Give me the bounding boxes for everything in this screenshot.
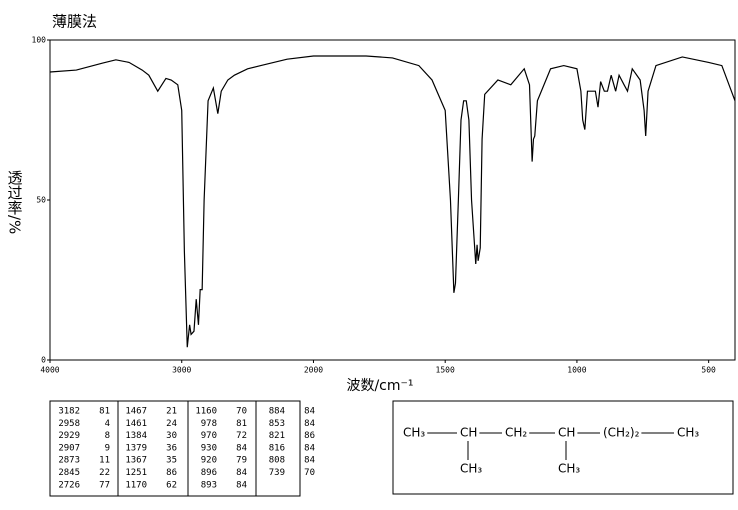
peak-wavenumber: 3182 <box>58 407 80 417</box>
x-tick-label: 500 <box>701 366 716 375</box>
peak-wavenumber: 978 <box>201 419 217 429</box>
x-axis-label: 波数/cm⁻¹ <box>346 378 413 394</box>
peak-transmittance: 84 <box>304 456 315 466</box>
peak-wavenumber: 1160 <box>195 407 217 417</box>
x-tick-label: 1000 <box>567 366 586 375</box>
peak-wavenumber: 2726 <box>58 480 80 490</box>
peak-wavenumber: 2929 <box>58 431 80 441</box>
x-tick-label: 1500 <box>436 366 455 375</box>
peak-transmittance: 84 <box>236 468 247 478</box>
peak-wavenumber: 1251 <box>125 468 147 478</box>
structure-branch: CH₃ <box>558 462 580 476</box>
peak-transmittance: 84 <box>236 443 247 453</box>
peak-transmittance: 22 <box>99 468 110 478</box>
peak-transmittance: 70 <box>304 468 315 478</box>
peak-transmittance: 86 <box>304 431 315 441</box>
structure-group: CH₃ <box>403 426 425 440</box>
peak-transmittance: 84 <box>304 407 315 417</box>
peak-wavenumber: 2907 <box>58 443 80 453</box>
y-axis-label: 透过率/% <box>6 170 24 234</box>
structure-branch: CH₃ <box>460 462 482 476</box>
peak-table-box <box>49 400 301 497</box>
chart-title: 薄膜法 <box>52 13 97 31</box>
peak-transmittance: 35 <box>166 456 177 466</box>
peak-transmittance: 24 <box>166 419 177 429</box>
spectrum-line <box>49 55 736 348</box>
peak-wavenumber: 893 <box>201 480 217 490</box>
peak-transmittance: 70 <box>236 407 247 417</box>
peak-wavenumber: 821 <box>269 431 285 441</box>
peak-wavenumber: 970 <box>201 431 217 441</box>
peak-wavenumber: 816 <box>269 443 285 453</box>
peak-transmittance: 81 <box>236 419 247 429</box>
peak-transmittance: 81 <box>99 407 110 417</box>
peak-transmittance: 84 <box>304 419 315 429</box>
peak-wavenumber: 2873 <box>58 456 80 466</box>
peak-transmittance: 79 <box>236 456 247 466</box>
peak-wavenumber: 739 <box>269 468 285 478</box>
structure-group: (CH₂)₂ <box>603 426 640 440</box>
structure-box <box>392 400 734 495</box>
peak-wavenumber: 808 <box>269 456 285 466</box>
peak-transmittance: 86 <box>166 468 177 478</box>
structure-group: CH₂ <box>505 426 527 440</box>
peak-transmittance: 9 <box>105 443 110 453</box>
peak-wavenumber: 1379 <box>125 443 147 453</box>
structure-group: CH <box>460 426 477 440</box>
peak-transmittance: 84 <box>236 480 247 490</box>
peak-wavenumber: 1367 <box>125 456 147 466</box>
peak-wavenumber: 1467 <box>125 407 147 417</box>
peak-wavenumber: 930 <box>201 443 217 453</box>
peak-wavenumber: 920 <box>201 456 217 466</box>
y-tick-label: 50 <box>36 196 46 205</box>
y-tick-label: 0 <box>41 356 46 365</box>
x-tick-label: 2000 <box>304 366 323 375</box>
peak-transmittance: 21 <box>166 407 177 417</box>
peak-wavenumber: 1461 <box>125 419 147 429</box>
x-tick-label: 4000 <box>40 366 59 375</box>
peak-transmittance: 11 <box>99 456 110 466</box>
peak-wavenumber: 2845 <box>58 468 80 478</box>
peak-transmittance: 62 <box>166 480 177 490</box>
peak-transmittance: 36 <box>166 443 177 453</box>
peak-transmittance: 77 <box>99 480 110 490</box>
peak-wavenumber: 1170 <box>125 480 147 490</box>
peak-wavenumber: 896 <box>201 468 217 478</box>
peak-transmittance: 72 <box>236 431 247 441</box>
peak-wavenumber: 1384 <box>125 431 147 441</box>
y-tick-label: 100 <box>32 36 47 45</box>
peak-transmittance: 8 <box>105 431 110 441</box>
peak-wavenumber: 2958 <box>58 419 80 429</box>
peak-transmittance: 4 <box>105 419 110 429</box>
peak-transmittance: 30 <box>166 431 177 441</box>
structure-group: CH <box>558 426 575 440</box>
peak-wavenumber: 853 <box>269 419 285 429</box>
plot-frame <box>49 39 736 361</box>
peak-transmittance: 84 <box>304 443 315 453</box>
x-tick-label: 3000 <box>172 366 191 375</box>
structure-group: CH₃ <box>677 426 699 440</box>
peak-wavenumber: 884 <box>269 407 285 417</box>
